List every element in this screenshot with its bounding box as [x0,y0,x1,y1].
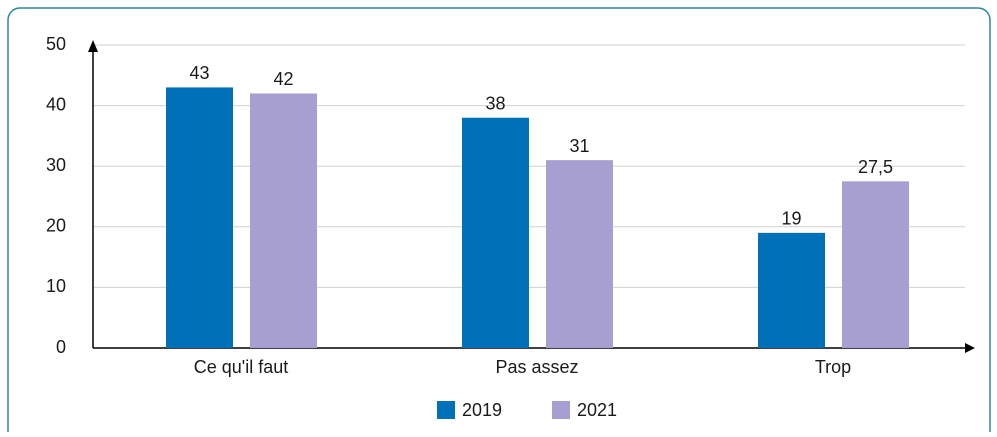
x-tick-label: Pas assez [495,357,578,377]
bar [842,181,909,348]
data-label: 43 [189,63,209,83]
legend-swatch [437,401,455,419]
x-axis-arrow [965,343,975,353]
bar [250,93,317,348]
y-tick-label: 40 [46,94,66,114]
legend-label: 2019 [462,400,502,420]
legend-label: 2021 [577,400,617,420]
x-tick-label: Trop [815,357,851,377]
data-label: 19 [781,209,801,229]
data-label: 38 [485,93,505,113]
bar [758,232,825,348]
y-tick-label: 10 [46,276,66,296]
bar [166,87,233,349]
y-axis-arrow [88,40,98,52]
y-tick-label: 50 [46,34,66,54]
y-tick-label: 0 [56,337,66,357]
x-tick-label: Ce qu'il faut [194,357,289,377]
bar [546,160,613,348]
bar [462,117,529,348]
legend-swatch [552,401,570,419]
y-tick-label: 30 [46,155,66,175]
data-label: 27,5 [858,157,893,177]
data-label: 42 [273,69,293,89]
data-label: 31 [569,136,589,156]
y-tick-label: 20 [46,216,66,236]
